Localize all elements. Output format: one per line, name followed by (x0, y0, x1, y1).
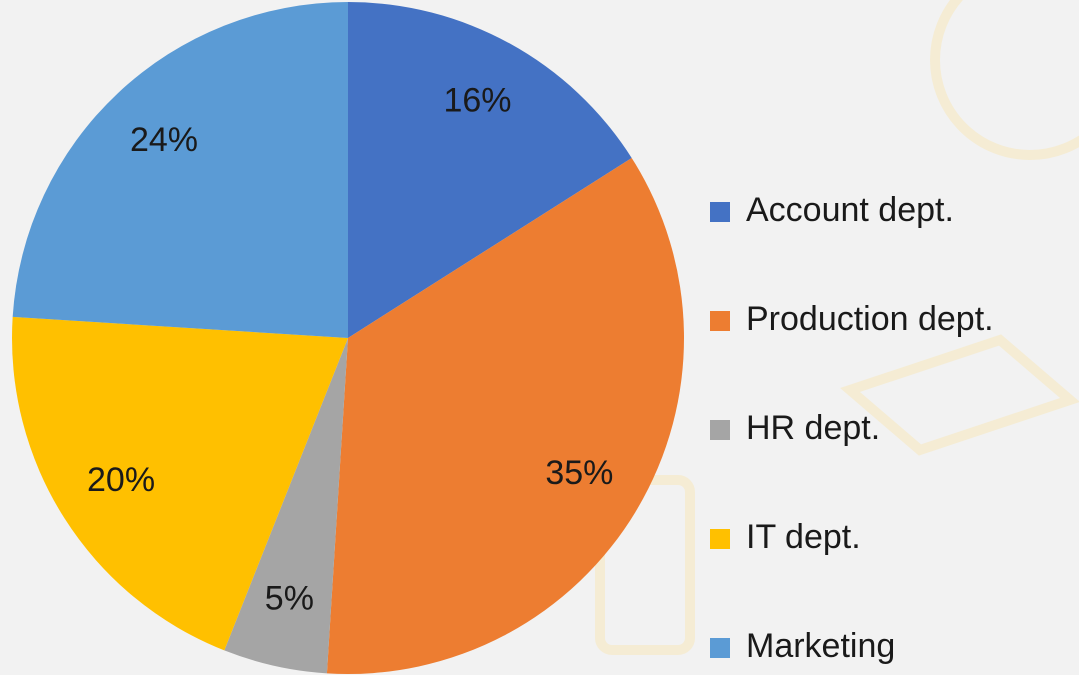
data-label: 16% (443, 81, 511, 119)
pie-slice (224, 338, 348, 674)
legend-label: Account dept. (746, 191, 954, 229)
legend-swatch (710, 529, 730, 549)
pie-slice (12, 2, 348, 338)
data-label: 5% (265, 579, 314, 617)
legend-label: Production dept. (746, 300, 994, 338)
legend-label: HR dept. (746, 409, 880, 447)
data-label: 20% (87, 461, 155, 499)
legend-swatch (710, 202, 730, 222)
legend-label: Marketing (746, 627, 895, 665)
legend-label: IT dept. (746, 518, 861, 556)
pie-slice (326, 157, 684, 674)
pie-slice (348, 2, 632, 338)
legend-swatch (710, 638, 730, 658)
data-label: 35% (545, 454, 613, 492)
pie-slice (12, 316, 349, 651)
legend-swatch (710, 311, 730, 331)
data-label: 24% (130, 121, 198, 159)
legend-swatch (710, 420, 730, 440)
